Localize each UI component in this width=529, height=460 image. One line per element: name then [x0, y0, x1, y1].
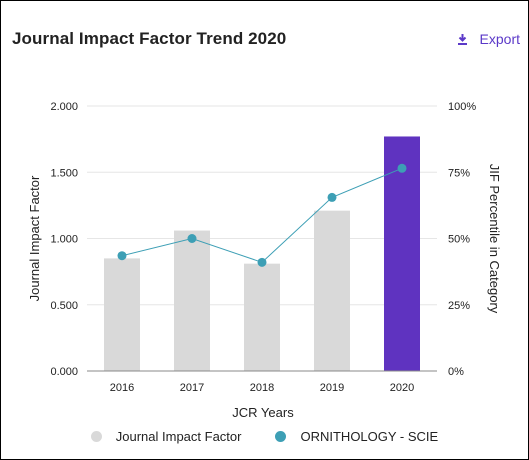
y-tick-label: 1.500	[50, 167, 78, 179]
legend-label-category: ORNITHOLOGY - SCIE	[300, 429, 439, 444]
export-label: Export	[479, 31, 520, 47]
data-point	[327, 192, 337, 202]
y2-tick-label: 100%	[448, 101, 476, 113]
download-icon	[457, 33, 467, 45]
bar	[174, 230, 210, 371]
y2-tick-label: 25%	[448, 300, 470, 312]
x-tick-label: 2019	[320, 382, 344, 394]
y2-axis-title: JIF Percentile in Category	[487, 164, 502, 314]
y2-tick-label: 75%	[448, 167, 470, 179]
y-axis-title: Journal Impact Factor	[27, 175, 42, 301]
legend-item-category[interactable]: ORNITHOLOGY - SCIE	[275, 429, 438, 444]
legend-swatch-jif	[90, 431, 102, 442]
bar	[384, 136, 420, 371]
data-point	[397, 163, 407, 173]
y-tick-label: 0.000	[50, 366, 78, 378]
bar	[314, 210, 350, 371]
x-tick-label: 2017	[180, 382, 204, 394]
y-tick-label: 0.500	[50, 300, 78, 312]
y2-tick-label: 0%	[448, 366, 464, 378]
bar	[244, 263, 280, 371]
x-tick-label: 2016	[110, 382, 134, 394]
data-point	[117, 251, 127, 261]
data-point	[257, 257, 267, 267]
chart-title: Journal Impact Factor Trend 2020	[12, 29, 287, 48]
x-axis-title: JCR Years	[232, 405, 294, 420]
export-button[interactable]: Export	[457, 31, 520, 47]
bar	[104, 258, 140, 371]
series-line	[121, 167, 403, 263]
x-tick-label: 2018	[250, 382, 274, 394]
y-tick-label: 2.000	[50, 101, 78, 113]
legend-swatch-category	[275, 431, 287, 442]
y2-tick-label: 50%	[448, 234, 470, 246]
legend: Journal Impact Factor ORNITHOLOGY - SCIE	[1, 429, 528, 444]
data-point	[187, 234, 197, 243]
y-tick-label: 1.000	[50, 234, 78, 246]
x-tick-label: 2020	[390, 382, 414, 394]
legend-item-jif[interactable]: Journal Impact Factor	[90, 429, 242, 444]
legend-label-jif: Journal Impact Factor	[115, 429, 242, 444]
